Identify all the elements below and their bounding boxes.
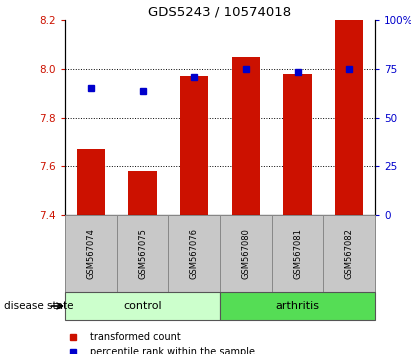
Title: GDS5243 / 10574018: GDS5243 / 10574018: [148, 6, 291, 19]
Bar: [323, 215, 375, 292]
Text: control: control: [123, 301, 162, 311]
Text: GSM567074: GSM567074: [86, 228, 95, 279]
Bar: [169, 215, 220, 292]
Text: GSM567080: GSM567080: [241, 228, 250, 279]
Text: disease state: disease state: [4, 301, 74, 311]
Bar: [232, 57, 260, 215]
Bar: [220, 292, 375, 320]
Bar: [65, 215, 117, 292]
Bar: [128, 171, 157, 215]
Text: GSM567075: GSM567075: [138, 228, 147, 279]
Bar: [283, 74, 312, 215]
Text: percentile rank within the sample: percentile rank within the sample: [90, 347, 255, 354]
Bar: [76, 149, 105, 215]
Bar: [272, 215, 323, 292]
Text: GSM567082: GSM567082: [345, 228, 354, 279]
Bar: [220, 215, 272, 292]
Bar: [335, 20, 363, 215]
Bar: [65, 292, 220, 320]
Bar: [117, 215, 169, 292]
Text: transformed count: transformed count: [90, 332, 180, 342]
Text: GSM567081: GSM567081: [293, 228, 302, 279]
Bar: [180, 76, 208, 215]
Text: arthritis: arthritis: [275, 301, 319, 311]
Text: GSM567076: GSM567076: [189, 228, 199, 279]
